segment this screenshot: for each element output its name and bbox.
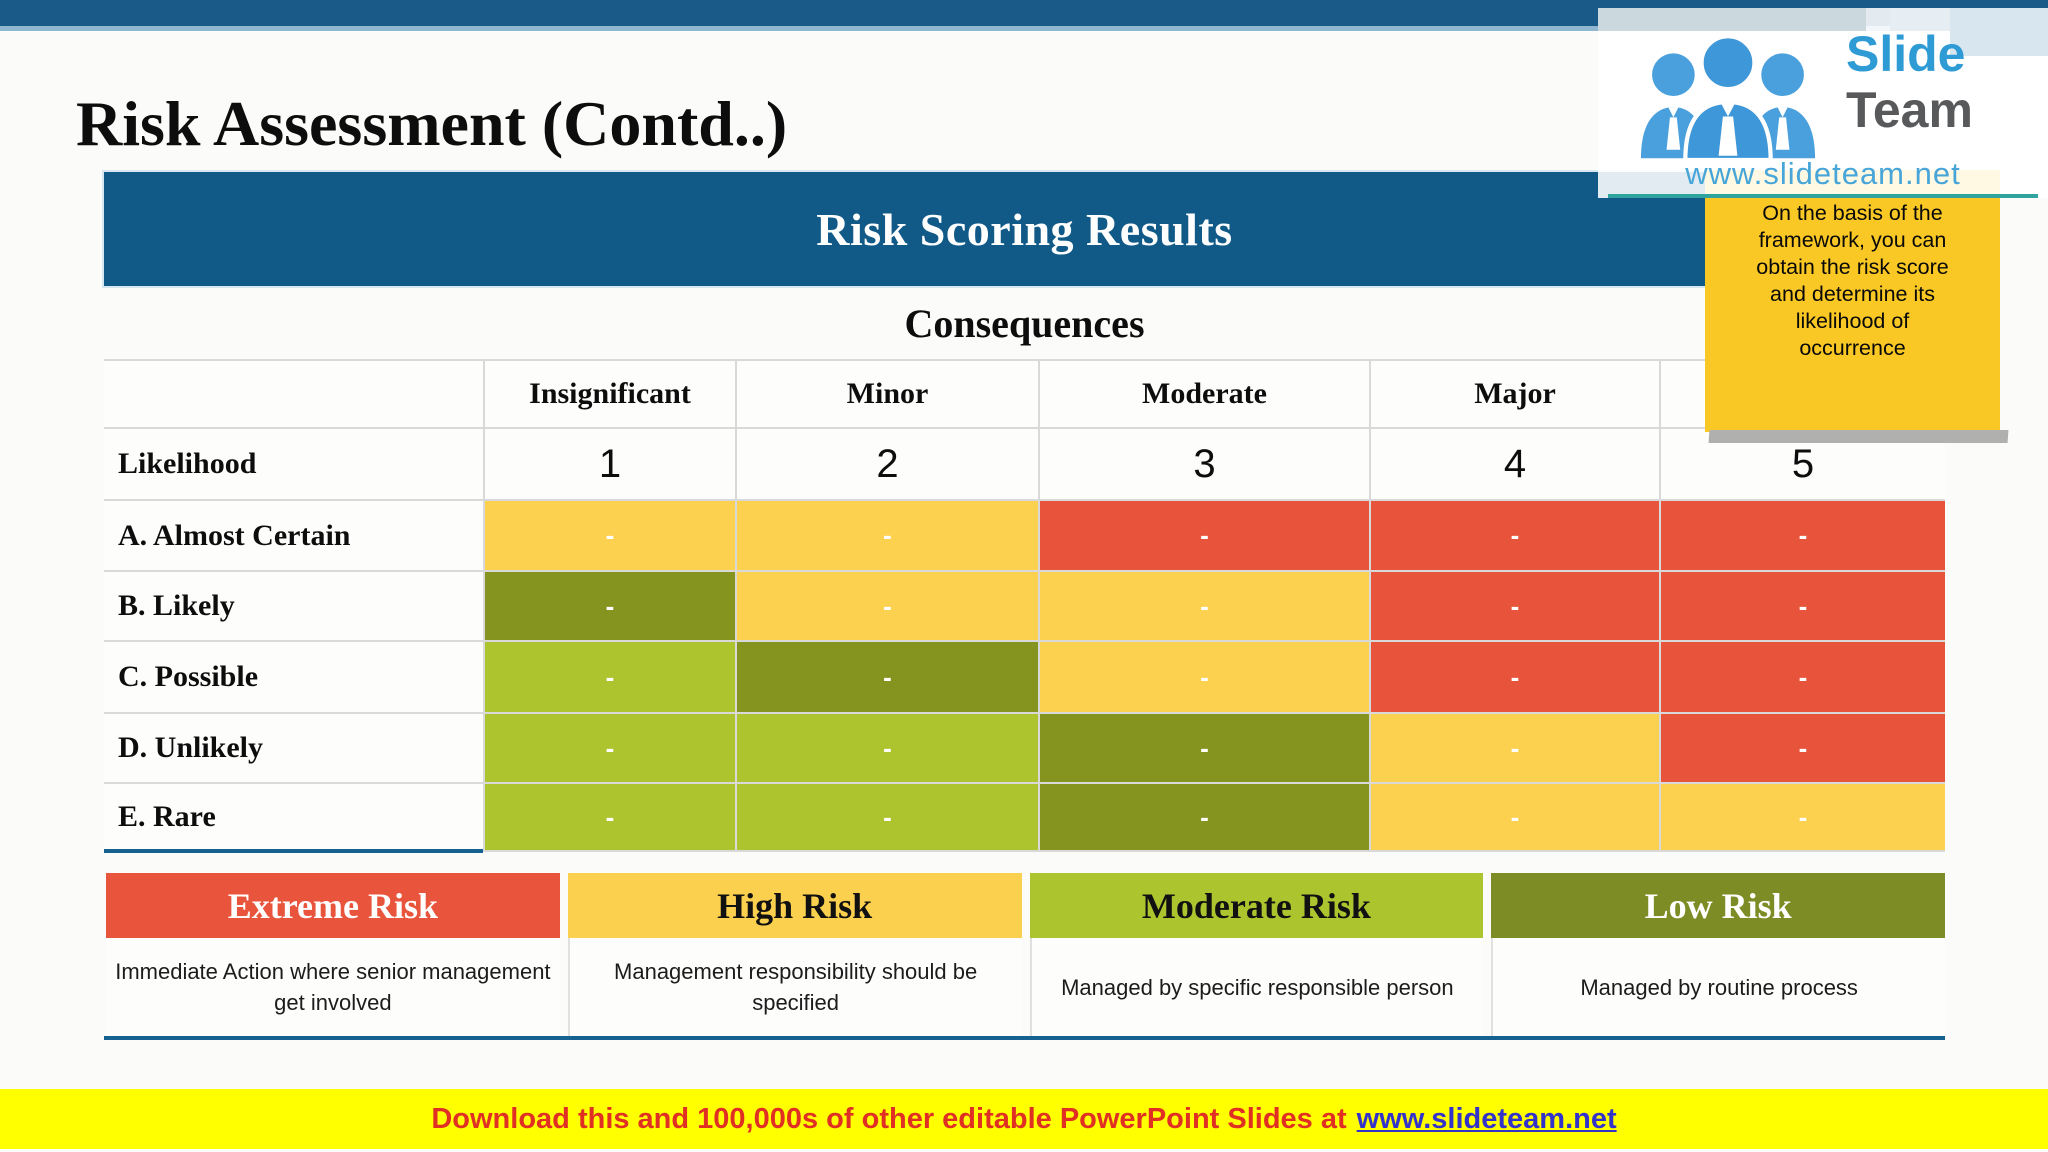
matrix-cell: -: [485, 784, 735, 850]
logo-team-text: Team: [1846, 82, 1973, 138]
legend-high-risk: High Risk: [567, 873, 1022, 938]
matrix-cell: -: [1371, 572, 1659, 640]
legend-low-risk-description: Managed by routine process: [1491, 938, 1945, 1036]
matrix-cell: -: [485, 714, 735, 782]
legend-low-risk: Low Risk: [1491, 873, 1945, 938]
matrix-cell: -: [1661, 572, 1945, 640]
matrix-cell: -: [1040, 714, 1369, 782]
top-bar-accent-line: [0, 26, 2048, 31]
matrix-cell: -: [737, 501, 1038, 570]
sticky-note-text: On the basis of the framework, you can o…: [1756, 201, 1949, 360]
matrix-cell: -: [737, 642, 1038, 712]
risk-legend: Extreme Risk High Risk Moderate Risk Low…: [106, 873, 1945, 938]
matrix-corner-cell: [104, 361, 483, 427]
footer-banner: Download this and 100,000s of other edit…: [0, 1089, 2048, 1149]
matrix-col-header-major: Major: [1371, 361, 1659, 427]
matrix-row-label-c: C. Possible: [104, 642, 483, 712]
legend-extreme-risk: Extreme Risk: [106, 873, 560, 938]
legend-moderate-risk-description: Managed by specific responsible person: [1029, 938, 1484, 1036]
matrix-cell: -: [737, 572, 1038, 640]
risk-legend-descriptions: Immediate Action where senior management…: [106, 938, 1945, 1036]
matrix-cell: -: [1371, 501, 1659, 570]
matrix-cell: -: [1371, 642, 1659, 712]
matrix-row-label-e: E. Rare: [104, 784, 483, 850]
logo-decor-strip: [1950, 8, 2048, 56]
matrix-cell: -: [485, 572, 735, 640]
score-cell-4: 4: [1371, 429, 1659, 499]
logo-url-link[interactable]: www.slideteam.net: [1608, 156, 2038, 198]
consequences-label: Consequences: [904, 301, 1145, 346]
score-cell-2: 2: [737, 429, 1038, 499]
footer-promo-text: Download this and 100,000s of other edit…: [431, 1102, 1347, 1135]
matrix-cell: -: [1040, 501, 1369, 570]
bottom-rule-line: [104, 1036, 1945, 1040]
slideteam-people-icon: [1640, 34, 1816, 160]
legend-extreme-risk-description: Immediate Action where senior management…: [106, 938, 560, 1036]
logo-decor-strip: [1598, 8, 1866, 31]
legend-high-risk-description: Management responsibility should be spec…: [567, 938, 1022, 1036]
legend-moderate-risk: Moderate Risk: [1029, 873, 1484, 938]
matrix-row-label-d: D. Unlikely: [104, 714, 483, 782]
matrix-row-label-b: B. Likely: [104, 572, 483, 640]
logo-panel: Slide Team www.slideteam.net: [1598, 8, 2048, 198]
matrix-cell: -: [1661, 784, 1945, 850]
score-cell-1: 1: [485, 429, 735, 499]
sticky-note: On the basis of the framework, you can o…: [1705, 170, 2000, 432]
slideteam-wordmark: Slide Team: [1846, 26, 2046, 138]
logo-decor-strip: [1890, 8, 1960, 31]
matrix-cell: -: [485, 501, 735, 570]
matrix-cell: -: [737, 714, 1038, 782]
matrix-col-header-moderate: Moderate: [1040, 361, 1369, 427]
matrix-cell: -: [1371, 714, 1659, 782]
risk-matrix-table: Insignificant Minor Moderate Major Likel…: [104, 359, 1945, 852]
matrix-cell: -: [1040, 642, 1369, 712]
row-label-underline: [104, 849, 483, 853]
matrix-col-header-minor: Minor: [737, 361, 1038, 427]
logo-slide-text: Slide: [1846, 26, 1966, 82]
matrix-cell: -: [1040, 784, 1369, 850]
matrix-cell: -: [485, 642, 735, 712]
matrix-col-header-insignificant: Insignificant: [485, 361, 735, 427]
matrix-cell: -: [1040, 572, 1369, 640]
matrix-row-label-a: A. Almost Certain: [104, 501, 483, 570]
matrix-cell: -: [1661, 642, 1945, 712]
score-cell-3: 3: [1040, 429, 1369, 499]
matrix-cell: -: [1661, 501, 1945, 570]
matrix-cell: -: [737, 784, 1038, 850]
page-title: Risk Assessment (Contd..): [76, 87, 788, 159]
matrix-cell: -: [1661, 714, 1945, 782]
footer-link[interactable]: www.slideteam.net: [1356, 1102, 1617, 1135]
matrix-cell: -: [1371, 784, 1659, 850]
likelihood-label: Likelihood: [104, 429, 483, 499]
section-header-title: Risk Scoring Results: [816, 203, 1233, 255]
